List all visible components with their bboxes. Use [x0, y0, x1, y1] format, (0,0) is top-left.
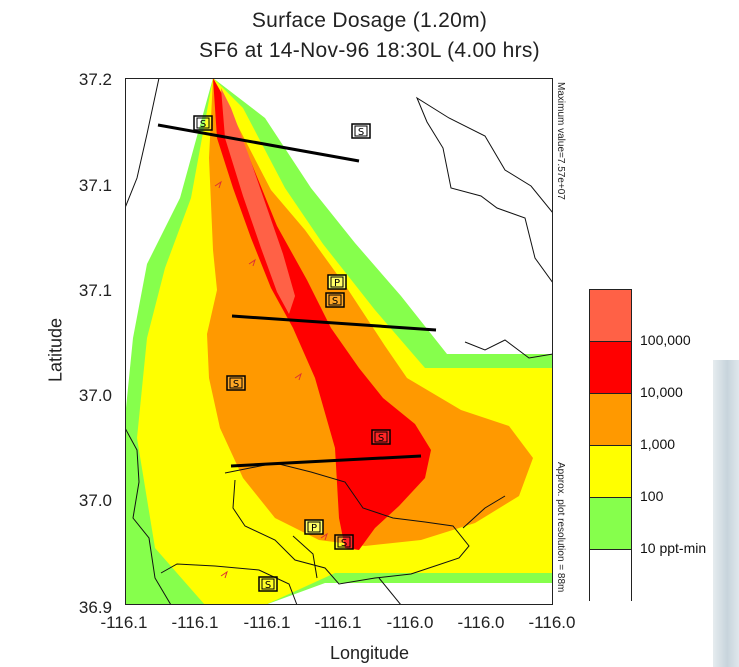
sampling-line-south: [230, 454, 422, 468]
station-marker-box: [258, 576, 278, 592]
y-tick-label: 37.1: [78, 281, 112, 300]
x-tick-label: -116.1: [243, 613, 291, 632]
station-marker: S: [193, 115, 213, 131]
y-tick-label: 37.0: [78, 491, 112, 510]
legend-label: 10 ppt-min: [640, 540, 707, 556]
station-marker-inner: [328, 294, 342, 306]
contour-1000: [207, 78, 533, 546]
x-axis-label: Longitude: [329, 643, 410, 663]
legend-swatch-10: [589, 497, 632, 549]
station-marker-letter: S: [332, 296, 338, 307]
legend-label: 100,000: [640, 332, 691, 348]
station-marker-inner: [307, 521, 321, 533]
station-marker-inner: [354, 125, 368, 137]
legend-swatch-below-10: [589, 549, 632, 601]
contour-100000: [221, 88, 295, 314]
legend-swatch-1000: [589, 393, 632, 445]
y-axis-label: Latitude: [45, 317, 66, 383]
y-tick-label: 37.2: [78, 70, 112, 89]
station-marker-inner: [337, 536, 351, 548]
station-marker-inner: [229, 377, 243, 389]
sampling-lines: [157, 123, 437, 468]
legend-label: 1,000: [640, 436, 676, 452]
resolution-note: Approx. plot resolution = 88m: [555, 462, 566, 593]
legend-swatch-100000-plus: [589, 289, 632, 341]
sampling-line-middle: [231, 314, 437, 332]
station-marker: S: [351, 123, 371, 139]
station-marker-box: [325, 292, 345, 308]
station-marker-letter: S: [378, 433, 384, 444]
station-marker-box: [304, 519, 324, 535]
station-marker: P: [327, 274, 347, 290]
station-marker-inner: [196, 117, 210, 129]
station-marker-inner: [261, 578, 275, 590]
x-tick-label: -116.1: [171, 613, 219, 632]
station-marker: S: [226, 375, 246, 391]
x-tick-label: -116.0: [457, 613, 505, 632]
station-marker-box: [327, 274, 347, 290]
station-marker-box: [371, 429, 391, 445]
station-marker: P: [304, 519, 324, 535]
plot-frame: [125, 78, 553, 605]
chart-title: Surface Dosage (1.20m): [251, 9, 488, 32]
y-tick-label: 37.1: [78, 176, 112, 195]
x-tick-label: -116.0: [386, 613, 434, 632]
station-marker-box: [193, 115, 213, 131]
station-marker-box: [351, 123, 371, 139]
legend-label: 10,000: [640, 384, 683, 400]
station-marker: S: [258, 576, 278, 592]
y-tick-label: 37.0: [78, 386, 112, 405]
y-tick-label: 36.9: [78, 598, 112, 617]
max-value-note: Maximum value=7.57e+07: [555, 82, 566, 200]
map-boundary-lines: [125, 78, 553, 605]
station-marker: S: [325, 292, 345, 308]
station-marker-box: [226, 375, 246, 391]
legend-swatch-10000: [589, 341, 632, 393]
station-marker-inner: [330, 276, 344, 288]
station-marker-letter: S: [265, 580, 271, 591]
background-decoration: [713, 360, 739, 667]
station-marker-letter: S: [200, 119, 206, 130]
station-marker-box: [334, 534, 354, 550]
legend-swatch-100: [589, 445, 632, 497]
x-tick-label: -116.1: [100, 613, 148, 632]
sampling-line-north: [157, 123, 360, 163]
station-marker-inner: [374, 431, 388, 443]
station-marker-letter: P: [311, 523, 317, 534]
station-marker: S: [334, 534, 354, 550]
station-marker-letter: P: [334, 278, 340, 289]
dosage-legend: 100,000 10,000 1,000 100 10 ppt-min: [589, 289, 706, 601]
wind-vectors: [214, 180, 328, 579]
x-tick-label: -116.1: [314, 613, 362, 632]
station-marker-letter: S: [358, 127, 364, 138]
station-marker: S: [371, 429, 391, 445]
x-tick-label: -116.0: [528, 613, 576, 632]
chart-subtitle: SF6 at 14-Nov-96 18:30L (4.00 hrs): [199, 39, 540, 62]
legend-label: 100: [640, 488, 664, 504]
station-marker-letter: S: [233, 379, 239, 390]
station-marker-letter: S: [341, 538, 347, 549]
